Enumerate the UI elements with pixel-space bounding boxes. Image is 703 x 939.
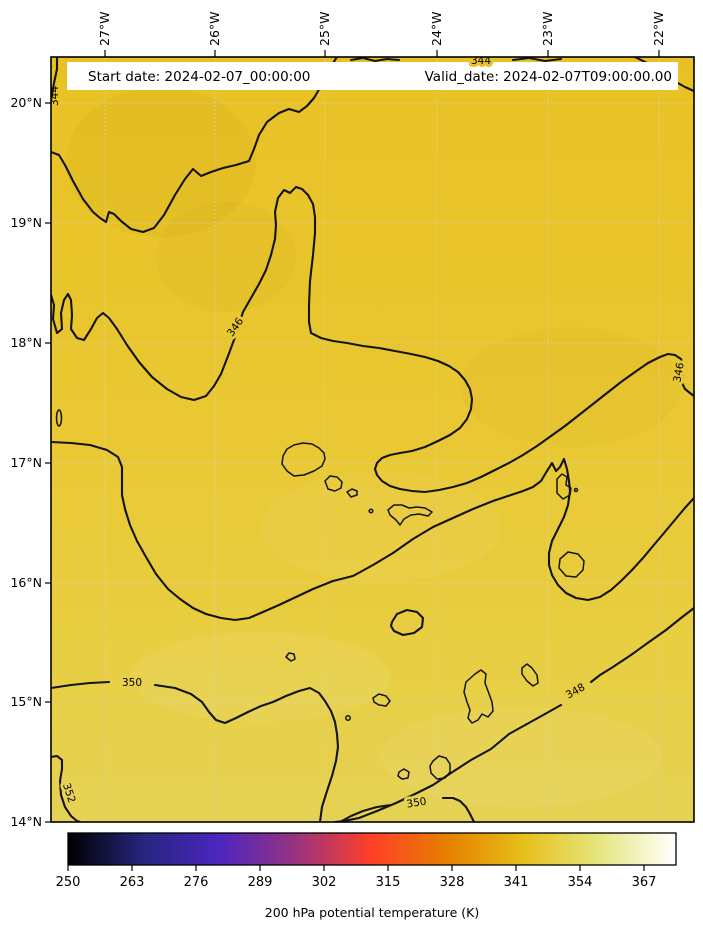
contour-350-left-b <box>153 683 340 822</box>
island-coastlines <box>55 409 585 780</box>
lon-tick-23w: 23°W <box>540 11 555 46</box>
title-strip <box>67 62 678 90</box>
top-axis: 27°W 26°W 25°W 24°W 23°W 22°W <box>97 11 666 57</box>
contour-label-350-left: 350 <box>122 677 142 689</box>
island-brava <box>397 768 410 780</box>
lat-tick-14n: 14°N <box>10 814 42 829</box>
islet-sal-east <box>573 487 579 493</box>
lat-tick-15n: 15°N <box>10 694 42 709</box>
lat-tick-16n: 16°N <box>10 575 42 590</box>
lat-tick-17n: 17°N <box>10 455 42 470</box>
contour-346-loop <box>51 185 694 494</box>
theta-fill-field <box>51 57 694 822</box>
valid-date-label: Valid_date: 2024-02-07T09:00:00.00 <box>425 69 672 85</box>
contour-344-corner <box>51 57 59 102</box>
cbar-tick-302: 302 <box>312 875 337 890</box>
island-santo-antao <box>281 442 326 477</box>
cbar-tick-367: 367 <box>632 875 657 890</box>
map-border <box>50 56 695 823</box>
graticule <box>51 57 694 822</box>
island-sal <box>556 473 572 500</box>
island-fogo <box>429 755 451 780</box>
islet-west <box>55 409 63 427</box>
islet-branco <box>368 508 374 514</box>
island-sao-vicente <box>324 475 343 492</box>
theta-contours <box>51 57 694 822</box>
contour-350-bottom-b <box>441 796 476 822</box>
contour-344-top-segment2 <box>511 57 563 63</box>
island-santa-luzia <box>346 488 358 498</box>
cbar-tick-250: 250 <box>56 875 81 890</box>
map-panel: Start date: 2024-02-07_00:00:00 Valid_da… <box>49 55 695 823</box>
contour-346-lower <box>51 440 694 622</box>
colorbar-ticks: 250 263 276 289 302 315 328 341 354 367 <box>56 865 657 890</box>
colorbar-gradient <box>67 832 677 866</box>
colorbar: 250 263 276 289 302 315 328 341 354 367 … <box>56 832 677 920</box>
lon-tick-26w: 26°W <box>207 11 222 46</box>
contour-344-top-segment <box>349 57 401 63</box>
island-sao-nicolau <box>387 504 433 526</box>
cbar-tick-341: 341 <box>504 875 529 890</box>
islet-small-west <box>285 652 296 662</box>
contour-label-344-top: 344 <box>471 55 491 67</box>
contour-352-stub <box>51 754 82 822</box>
islet-cluster <box>372 693 391 707</box>
lat-tick-19n: 19°N <box>10 215 42 230</box>
island-santiago <box>463 669 494 724</box>
contour-348-diagonal <box>589 606 694 684</box>
cbar-tick-276: 276 <box>184 875 209 890</box>
islet-small-center <box>345 715 351 721</box>
lat-tick-20n: 20°N <box>10 95 42 110</box>
lon-tick-27w: 27°W <box>97 11 112 46</box>
island-maio <box>521 663 539 687</box>
contour-350-left <box>51 680 111 690</box>
left-axis: 20°N 19°N 18°N 17°N 16°N 15°N 14°N <box>10 95 51 829</box>
island-boa-vista <box>558 551 585 578</box>
fill-shading-patches <box>66 87 681 807</box>
lat-tick-18n: 18°N <box>10 335 42 350</box>
cbar-tick-289: 289 <box>248 875 273 890</box>
lon-tick-24w: 24°W <box>429 11 444 46</box>
colorbar-title: 200 hPa potential temperature (K) <box>265 905 479 920</box>
contour-350-bottom <box>338 803 393 822</box>
contour-label-344-corner: 344 <box>49 86 61 106</box>
contour-344-main <box>51 57 339 234</box>
contour-348-blob <box>389 608 425 637</box>
start-date-label: Start date: 2024-02-07_00:00:00 <box>88 69 310 85</box>
cbar-tick-263: 263 <box>120 875 145 890</box>
cbar-tick-354: 354 <box>568 875 593 890</box>
cbar-tick-328: 328 <box>440 875 465 890</box>
lon-tick-22w: 22°W <box>651 11 666 46</box>
lon-tick-25w: 25°W <box>317 11 332 46</box>
cbar-tick-315: 315 <box>376 875 401 890</box>
